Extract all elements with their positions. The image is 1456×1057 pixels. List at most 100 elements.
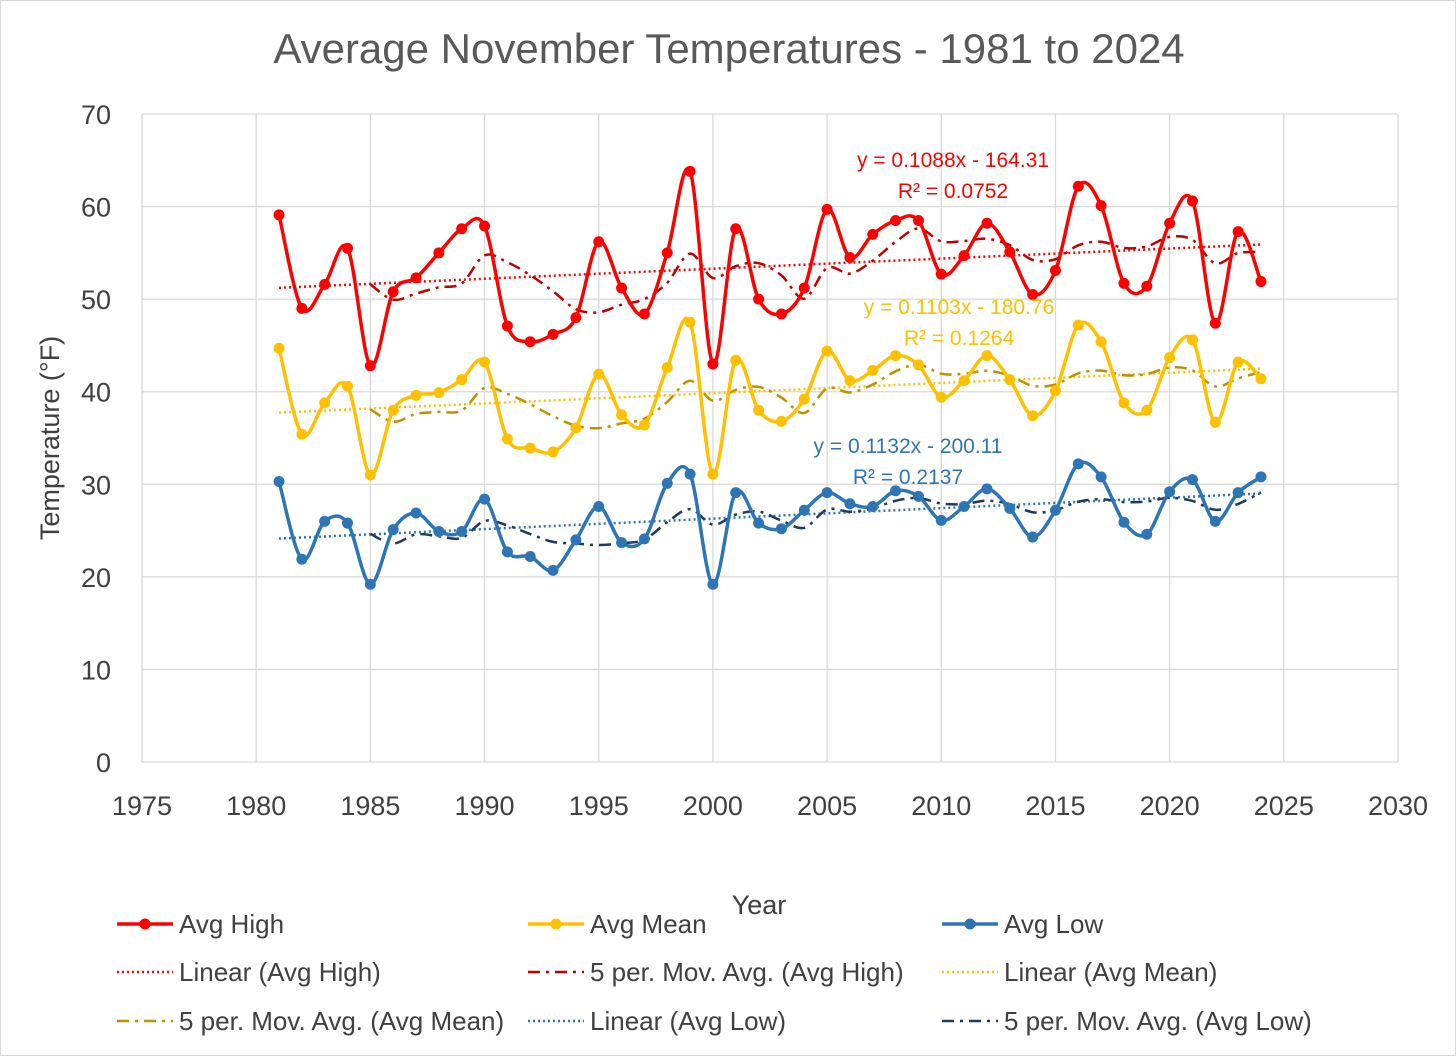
avg-low-point-1996[interactable] (616, 537, 628, 549)
avg-mean-point-1997[interactable] (638, 419, 650, 431)
avg-low-point-2000[interactable] (707, 578, 719, 590)
avg-high-point-2022[interactable] (1209, 317, 1221, 329)
avg-mean-point-1989[interactable] (456, 374, 468, 386)
avg-mean-point-2024[interactable] (1255, 373, 1267, 385)
avg-high-point-2014[interactable] (1027, 289, 1039, 301)
avg-mean-point-1992[interactable] (524, 442, 536, 454)
legend-entry-linear-mean[interactable]: Linear (Avg Mean) (942, 957, 1217, 987)
avg-mean-point-2014[interactable] (1027, 410, 1039, 422)
avg-high-point-2015[interactable] (1049, 264, 1061, 276)
avg-mean-point-1993[interactable] (547, 446, 559, 458)
avg-low-point-2018[interactable] (1118, 516, 1130, 528)
avg-mean-point-2005[interactable] (821, 345, 833, 357)
avg-high-point-2010[interactable] (935, 268, 947, 280)
avg-low-point-1994[interactable] (570, 534, 582, 546)
avg-high-point-1984[interactable] (342, 242, 354, 254)
avg-low-point-2001[interactable] (730, 487, 742, 499)
avg-mean-point-2009[interactable] (912, 359, 924, 371)
avg-mean-point-1983[interactable] (319, 397, 331, 409)
avg-low-point-1998[interactable] (661, 477, 673, 489)
avg-low-point-2011[interactable] (958, 501, 970, 513)
avg-mean-point-1986[interactable] (387, 404, 399, 416)
avg-low-point-2006[interactable] (844, 498, 856, 510)
legend-entry-linear-high[interactable]: Linear (Avg High) (117, 957, 381, 987)
avg-mean-point-2020[interactable] (1164, 351, 1176, 363)
avg-low-point-1997[interactable] (638, 533, 650, 545)
avg-mean-point-2021[interactable] (1186, 334, 1198, 346)
legend-entry-mavg-low[interactable]: 5 per. Mov. Avg. (Avg Low) (942, 1006, 1312, 1036)
avg-high-point-2004[interactable] (798, 282, 810, 294)
avg-low-point-1985[interactable] (364, 578, 376, 590)
avg-low-point-1987[interactable] (410, 507, 422, 519)
avg-mean-point-2023[interactable] (1232, 356, 1244, 368)
avg-low-point-2002[interactable] (753, 517, 765, 529)
avg-mean-point-1996[interactable] (616, 409, 628, 421)
avg-high-point-1987[interactable] (410, 272, 422, 284)
avg-high-point-2002[interactable] (753, 293, 765, 305)
avg-low-point-2013[interactable] (1004, 502, 1016, 514)
avg-low-point-1999[interactable] (684, 468, 696, 480)
legend-entry-avg-mean[interactable]: Avg Mean (528, 909, 707, 939)
avg-mean-point-2011[interactable] (958, 375, 970, 387)
avg-mean-point-2008[interactable] (890, 350, 902, 362)
avg-high-point-1990[interactable] (479, 220, 491, 232)
avg-mean-point-2012[interactable] (981, 350, 993, 362)
avg-low-point-2008[interactable] (890, 485, 902, 497)
avg-mean-point-2003[interactable] (775, 415, 787, 427)
avg-mean-point-1999[interactable] (684, 316, 696, 328)
avg-high-point-1989[interactable] (456, 223, 468, 235)
avg-high-point-2018[interactable] (1118, 277, 1130, 289)
avg-low-point-2010[interactable] (935, 514, 947, 526)
avg-high-point-1985[interactable] (364, 360, 376, 372)
legend-entry-mavg-mean[interactable]: 5 per. Mov. Avg. (Avg Mean) (117, 1006, 504, 1036)
avg-mean-point-1987[interactable] (410, 389, 422, 401)
avg-mean-point-2016[interactable] (1072, 319, 1084, 331)
avg-low-point-2003[interactable] (775, 523, 787, 535)
avg-low-point-1993[interactable] (547, 564, 559, 576)
avg-high-point-1994[interactable] (570, 312, 582, 324)
avg-mean-point-2006[interactable] (844, 375, 856, 387)
avg-mean-point-1982[interactable] (296, 428, 308, 440)
avg-low-point-1991[interactable] (501, 546, 513, 558)
avg-low-point-1988[interactable] (433, 525, 445, 537)
avg-low-point-2020[interactable] (1164, 486, 1176, 498)
avg-high-point-1988[interactable] (433, 247, 445, 259)
avg-mean-point-2015[interactable] (1049, 385, 1061, 397)
avg-high-point-2000[interactable] (707, 358, 719, 370)
avg-low-point-2015[interactable] (1049, 504, 1061, 516)
avg-high-point-2016[interactable] (1072, 180, 1084, 192)
avg-low-point-1983[interactable] (319, 515, 331, 527)
avg-high-point-2001[interactable] (730, 223, 742, 235)
avg-high-point-1999[interactable] (684, 165, 696, 177)
avg-mean-point-2002[interactable] (753, 404, 765, 416)
avg-high-point-2013[interactable] (1004, 246, 1016, 258)
avg-low-point-1995[interactable] (593, 501, 605, 513)
avg-high-point-2006[interactable] (844, 251, 856, 263)
avg-mean-point-1988[interactable] (433, 387, 445, 399)
avg-low-point-2022[interactable] (1209, 515, 1221, 527)
avg-high-point-1995[interactable] (593, 236, 605, 248)
avg-high-point-2005[interactable] (821, 203, 833, 215)
avg-high-point-1982[interactable] (296, 302, 308, 314)
avg-low-point-1981[interactable] (273, 476, 285, 488)
avg-mean-point-1984[interactable] (342, 380, 354, 392)
avg-high-point-2008[interactable] (890, 214, 902, 226)
avg-high-point-2019[interactable] (1141, 280, 1153, 292)
avg-high-point-2023[interactable] (1232, 226, 1244, 238)
avg-low-point-2021[interactable] (1186, 474, 1198, 486)
avg-mean-point-2017[interactable] (1095, 336, 1107, 348)
avg-high-point-2003[interactable] (775, 308, 787, 320)
avg-mean-point-2022[interactable] (1209, 416, 1221, 428)
avg-mean-point-1990[interactable] (479, 356, 491, 368)
avg-low-point-1990[interactable] (479, 493, 491, 505)
avg-mean-point-1998[interactable] (661, 362, 673, 374)
avg-high-point-2007[interactable] (867, 228, 879, 240)
avg-low-point-2005[interactable] (821, 487, 833, 499)
avg-low-point-1989[interactable] (456, 525, 468, 537)
avg-high-point-1983[interactable] (319, 278, 331, 290)
avg-high-point-2017[interactable] (1095, 200, 1107, 212)
legend-entry-avg-low[interactable]: Avg Low (942, 909, 1103, 939)
avg-mean-point-2001[interactable] (730, 354, 742, 366)
avg-high-point-1991[interactable] (501, 320, 513, 332)
avg-low-point-2009[interactable] (912, 490, 924, 502)
